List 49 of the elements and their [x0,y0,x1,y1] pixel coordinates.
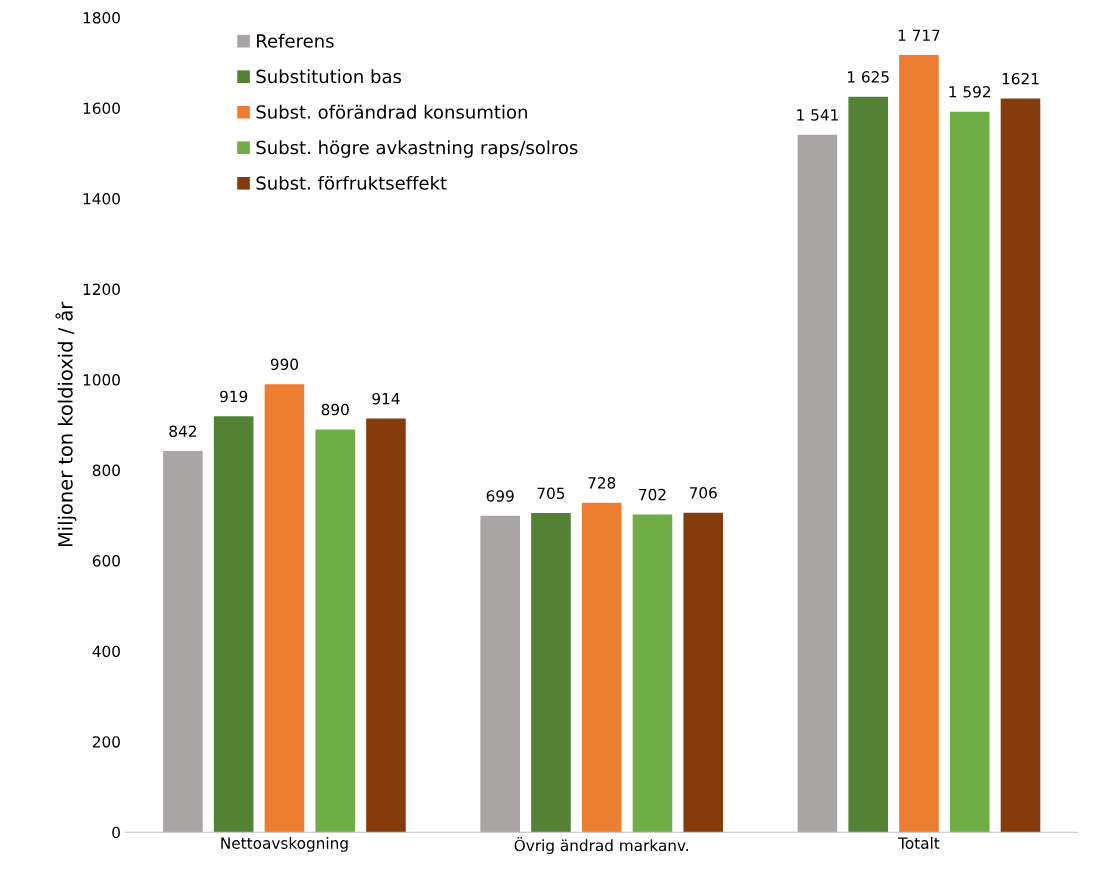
bar [683,512,724,833]
data-label: 1621 [1002,72,1039,85]
y-tick-label: 1400 [83,193,120,205]
x-tick-label: Övrig ändrad markanv. [514,837,689,855]
legend-label: Subst. oförändrad konsumtion [256,104,527,119]
y-axis-title: Miljoner ton koldioxid / år [55,301,77,547]
bar [581,502,622,833]
data-label: 842 [169,425,196,438]
data-label: 1 625 [848,71,889,83]
data-label: 705 [537,487,565,500]
bar [480,515,520,833]
y-tick-label: 1000 [83,374,120,386]
bar [949,111,990,833]
bar [531,513,571,833]
bar [1000,98,1041,833]
data-label: 1 592 [949,86,991,98]
bar [315,429,355,833]
bar [264,384,305,833]
x-tick-label: Nettoavskogning [221,837,348,852]
legend-label: Substitution bas [256,69,402,84]
data-label: 702 [639,488,666,501]
legend-label: Subst. förfruktseffekt [256,175,447,190]
y-tick-label: 0 [112,826,120,839]
y-tick-label: 800 [92,464,120,477]
bar [213,416,254,833]
legend-label: Referens [257,33,334,48]
bar [899,55,939,833]
data-label: 919 [220,390,248,403]
data-label: 1 541 [797,109,838,121]
data-label: 890 [321,403,349,416]
bar [632,514,673,833]
data-label: 914 [372,392,400,405]
data-label: 706 [689,487,717,499]
y-tick-label: 1600 [83,102,120,115]
data-label: 699 [486,490,514,502]
bar [797,134,838,833]
data-label: 990 [270,358,299,371]
data-label: 728 [588,477,616,489]
y-tick-label: 1200 [83,283,120,296]
x-tick-label: Totalt [898,837,940,849]
data-label: 1 717 [898,29,940,41]
y-tick-label: 1800 [83,11,120,24]
legend-label: Subst. högre avkastning raps/solros [256,140,578,158]
y-tick-label: 400 [92,645,120,658]
bar [366,418,406,833]
bar [163,451,203,833]
y-tick-label: 200 [92,736,120,748]
y-tick-label: 600 [92,555,120,567]
bar [848,96,888,833]
